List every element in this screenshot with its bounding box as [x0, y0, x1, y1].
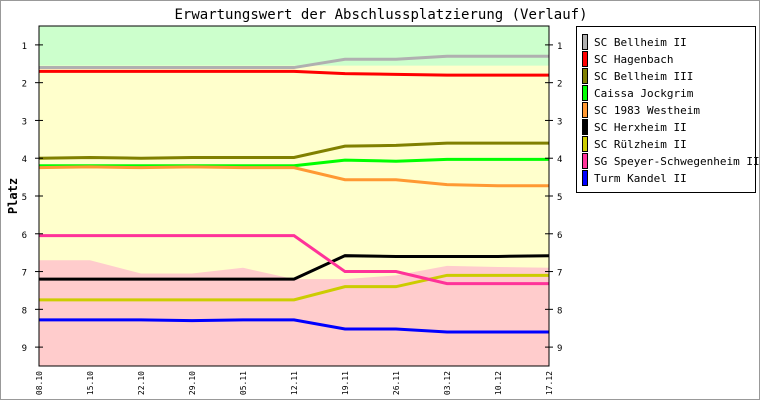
- legend-label: SC Rülzheim II: [594, 138, 687, 151]
- y-tick-label-left: 7: [22, 269, 27, 279]
- legend-swatch: [582, 34, 588, 50]
- axes: 1 1 2 2 3 3 4 4 5 5 6 6 7 7 8 8 9 9 08.10 15.10 22.10 29.10 05…: [22, 25, 562, 395]
- x-tick-label: 15.10: [86, 371, 95, 395]
- x-tick-label: 22.10: [137, 371, 146, 395]
- x-tick-label: 29.10: [188, 371, 197, 395]
- series-line: [39, 157, 549, 168]
- legend-label: SC Herxheim II: [594, 121, 687, 134]
- legend-swatch: [582, 85, 588, 101]
- y-tick-label-left: 1: [22, 42, 27, 52]
- y-tick-label-left: 5: [22, 193, 27, 203]
- x-tick-label: 17.12: [545, 371, 554, 395]
- legend-label: SG Speyer-Schwegenheim III: [594, 155, 759, 168]
- x-tick-label: 10.12: [494, 371, 503, 395]
- legend-swatch: [582, 153, 588, 169]
- series-line: [39, 234, 549, 286]
- series-line: [38, 165, 549, 188]
- series-line: [39, 273, 549, 302]
- series-line: [39, 69, 549, 77]
- y-tick-label-right: 6: [557, 231, 562, 241]
- y-tick-label-right: 1: [557, 42, 562, 52]
- promotion-zone: [39, 26, 549, 66]
- x-tick-label: 19.11: [341, 371, 350, 395]
- legend-label: SC Bellheim III: [594, 70, 693, 83]
- y-tick-label-right: 8: [557, 306, 562, 316]
- y-tick-label-right: 9: [557, 344, 562, 354]
- x-tick-label: 26.11: [392, 371, 401, 395]
- legend-label: Caissa Jockgrim: [594, 87, 694, 100]
- y-tick-label-right: 3: [557, 117, 562, 127]
- legend-label: Turm Kandel II: [594, 172, 687, 185]
- legend-swatch: [582, 136, 588, 152]
- y-tick-label-left: 3: [22, 117, 27, 127]
- x-tick-label: 03.12: [443, 371, 452, 395]
- legend-swatch: [582, 102, 588, 118]
- series-line: [39, 318, 549, 334]
- series-line: [38, 141, 549, 160]
- legend-label: SC Hagenbach: [594, 53, 673, 66]
- y-tick-label-left: 2: [22, 80, 27, 90]
- series-line: [39, 54, 549, 70]
- legend-swatch: [582, 68, 588, 84]
- legend-label: SC Bellheim II: [594, 36, 687, 49]
- legend-label: SC 1983 Westheim: [594, 104, 700, 117]
- legend-swatch: [582, 170, 588, 186]
- y-axis-label: Platz: [6, 178, 20, 214]
- y-tick-label-left: 6: [22, 231, 27, 241]
- y-tick-label-right: 7: [557, 269, 562, 279]
- y-tick-label-left: 8: [22, 306, 27, 316]
- y-tick-label-right: 2: [557, 80, 562, 90]
- legend-swatch: [582, 119, 588, 135]
- y-tick-label-right: 5: [557, 193, 562, 203]
- chart-title: Erwartungswert der Abschlussplatzierung …: [174, 7, 587, 23]
- relegation-zone: [39, 260, 549, 366]
- y-tick-label-left: 4: [22, 155, 27, 165]
- y-tick-label-left: 9: [22, 344, 27, 354]
- series-lines: [38, 54, 550, 334]
- x-tick-label: 08.10: [35, 371, 44, 395]
- x-tick-label: 05.11: [239, 371, 248, 395]
- legend: SC Bellheim II SC Hagenbach SC Bellheim II…: [576, 26, 759, 193]
- y-tick-label-right: 4: [557, 155, 562, 165]
- legend-swatch: [582, 51, 588, 67]
- x-tick-label: 12.11: [290, 371, 299, 395]
- background-zones: [39, 26, 549, 366]
- series-line: [39, 254, 550, 281]
- legend-box: [576, 26, 756, 193]
